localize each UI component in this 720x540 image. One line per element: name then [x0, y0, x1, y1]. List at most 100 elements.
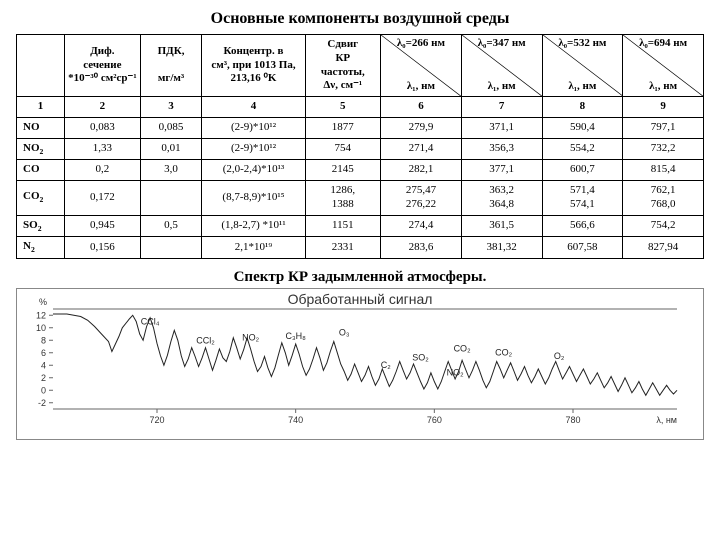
cell: (2-9)*10¹²	[202, 117, 305, 138]
cell	[140, 237, 202, 259]
cell: 1286,1388	[305, 181, 381, 216]
cell: 279,9	[381, 117, 462, 138]
cell: 554,2	[542, 138, 623, 160]
svg-text:CO₂: CO₂	[495, 347, 512, 357]
colnum-1: 1	[17, 97, 65, 118]
row-label: NO2	[17, 138, 65, 160]
row-label: CO2	[17, 181, 65, 216]
cell: 0,172	[65, 181, 141, 216]
cell: 1151	[305, 215, 381, 237]
cell: 271,4	[381, 138, 462, 160]
colnum-7: 7	[461, 97, 542, 118]
table-row: NO21,330,01(2-9)*10¹²754271,4356,3554,27…	[17, 138, 704, 160]
cell: 363,2364,8	[461, 181, 542, 216]
cell: 2,1*10¹⁹	[202, 237, 305, 259]
hdr-diff: Диф.сечение*10⁻³⁰ см²ср⁻¹	[65, 35, 141, 97]
row-label: N2	[17, 237, 65, 259]
cell: 283,6	[381, 237, 462, 259]
cell: 3,0	[140, 160, 202, 181]
cell: 0,156	[65, 237, 141, 259]
cell: 590,4	[542, 117, 623, 138]
cell: (8,7-8,9)*10¹⁵	[202, 181, 305, 216]
cell: 275,47276,22	[381, 181, 462, 216]
cell: 566,6	[542, 215, 623, 237]
cell: 754	[305, 138, 381, 160]
cell: 0,945	[65, 215, 141, 237]
hdr-conc: Концентр. всм³, при 1013 Па,213,16 ⁰K	[202, 35, 305, 97]
table-row: SO20,9450,5(1,8-2,7) *10¹¹1151274,4361,5…	[17, 215, 704, 237]
svg-text:-2: -2	[38, 398, 46, 408]
hdr-shift: СдвигКРчастоты,Δν, см⁻¹	[305, 35, 381, 97]
svg-text:NO₂: NO₂	[242, 332, 260, 342]
cell: 815,4	[623, 160, 704, 181]
cell: 1,33	[65, 138, 141, 160]
svg-text:CCl₄: CCl₄	[141, 317, 160, 327]
svg-text:6: 6	[41, 348, 46, 358]
colnum-6: 6	[381, 97, 462, 118]
svg-text:C₂: C₂	[381, 360, 391, 370]
cell: 0,085	[140, 117, 202, 138]
cell: 381,32	[461, 237, 542, 259]
colnum-4: 4	[202, 97, 305, 118]
cell: 0,083	[65, 117, 141, 138]
cell: 371,1	[461, 117, 542, 138]
svg-text:λ, нм: λ, нм	[656, 415, 677, 425]
chart-title: Обработанный сигнал	[17, 291, 703, 307]
colnum-9: 9	[623, 97, 704, 118]
cell: 377,1	[461, 160, 542, 181]
svg-text:0: 0	[41, 385, 46, 395]
cell: 2331	[305, 237, 381, 259]
svg-text:CCl₂: CCl₂	[196, 336, 215, 346]
hdr-pdk: ПДК,мг/м³	[140, 35, 202, 97]
table-row: CO0,23,0(2,0-2,4)*10¹³2145282,1377,1600,…	[17, 160, 704, 181]
hdr-lambda-1: λ₀=347 нмλ₁, нм	[461, 35, 542, 97]
components-table: Диф.сечение*10⁻³⁰ см²ср⁻¹ ПДК,мг/м³ Конц…	[16, 34, 704, 259]
cell: 827,94	[623, 237, 704, 259]
colnum-3: 3	[140, 97, 202, 118]
svg-text:740: 740	[288, 415, 303, 425]
spectrum-subtitle: Спектр КР задымленной атмосферы.	[16, 269, 704, 286]
colnum-2: 2	[65, 97, 141, 118]
cell: (2-9)*10¹²	[202, 138, 305, 160]
cell: (1,8-2,7) *10¹¹	[202, 215, 305, 237]
cell: 600,7	[542, 160, 623, 181]
row-label: NO	[17, 117, 65, 138]
svg-text:O₃: O₃	[339, 327, 350, 337]
colnum-8: 8	[542, 97, 623, 118]
cell: 732,2	[623, 138, 704, 160]
cell: (2,0-2,4)*10¹³	[202, 160, 305, 181]
cell: 762,1768,0	[623, 181, 704, 216]
cell: 282,1	[381, 160, 462, 181]
hdr-blank	[17, 35, 65, 97]
cell: 0,5	[140, 215, 202, 237]
table-row: NO0,0830,085(2-9)*10¹²1877279,9371,1590,…	[17, 117, 704, 138]
hdr-lambda-2: λ₀=532 нмλ₁, нм	[542, 35, 623, 97]
row-label: SO2	[17, 215, 65, 237]
svg-text:12: 12	[36, 310, 46, 320]
svg-text:760: 760	[427, 415, 442, 425]
svg-text:SO₂: SO₂	[412, 352, 429, 362]
cell: 797,1	[623, 117, 704, 138]
svg-text:CO₂: CO₂	[454, 344, 472, 354]
row-label: CO	[17, 160, 65, 181]
cell: 2145	[305, 160, 381, 181]
svg-text:2: 2	[41, 373, 46, 383]
table-row: N20,156 2,1*10¹⁹2331283,6381,32607,58827,…	[17, 237, 704, 259]
svg-text:C₃H₈: C₃H₈	[285, 331, 306, 341]
spectrum-chart: Обработанный сигнал -2024681012720740760…	[16, 288, 704, 440]
svg-text:10: 10	[36, 323, 46, 333]
hdr-lambda-0: λ₀=266 нмλ₁, нм	[381, 35, 462, 97]
cell: 0,01	[140, 138, 202, 160]
hdr-lambda-3: λ₀=694 нмλ₁, нм	[623, 35, 704, 97]
cell: 274,4	[381, 215, 462, 237]
cell: 754,2	[623, 215, 704, 237]
table-row: CO20,172 (8,7-8,9)*10¹⁵1286,1388275,47276…	[17, 181, 704, 216]
colnum-5: 5	[305, 97, 381, 118]
svg-text:780: 780	[565, 415, 580, 425]
cell: 0,2	[65, 160, 141, 181]
cell: 1877	[305, 117, 381, 138]
cell: 356,3	[461, 138, 542, 160]
cell: 607,58	[542, 237, 623, 259]
cell: 571,4574,1	[542, 181, 623, 216]
cell: 361,5	[461, 215, 542, 237]
